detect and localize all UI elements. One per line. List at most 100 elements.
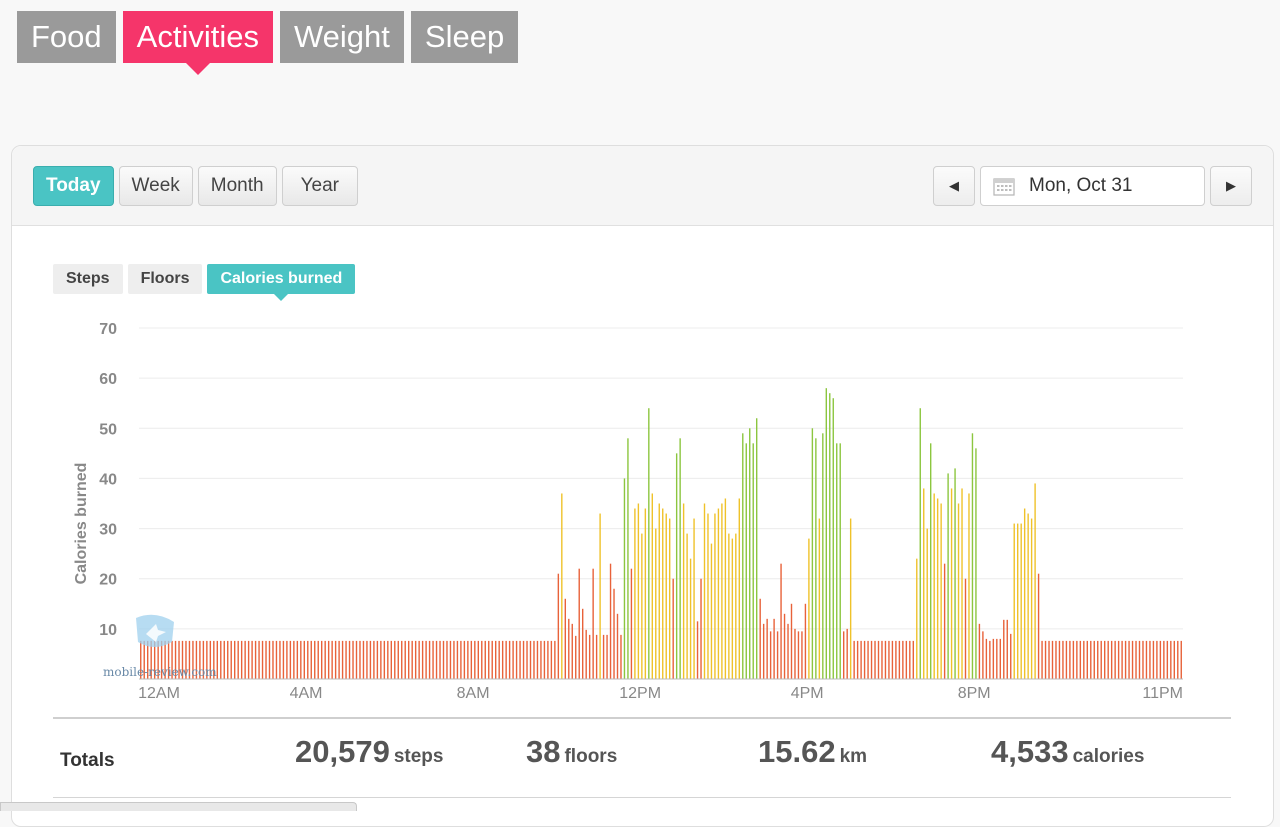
bar	[1027, 513, 1029, 679]
bar	[1048, 640, 1050, 679]
bar	[644, 508, 647, 679]
bar	[856, 640, 859, 679]
bar	[192, 640, 194, 679]
bar	[898, 640, 901, 679]
bar	[759, 598, 761, 679]
bar	[543, 640, 546, 679]
bar	[477, 640, 479, 679]
bar	[338, 640, 340, 679]
bar	[808, 538, 810, 679]
bar	[508, 640, 511, 679]
bar	[877, 640, 880, 679]
bar	[230, 640, 232, 679]
bar	[484, 640, 486, 679]
bar	[870, 640, 873, 679]
bar	[453, 640, 455, 679]
bar	[526, 640, 528, 679]
bar	[1044, 640, 1047, 679]
bar	[682, 503, 685, 679]
bar	[641, 533, 643, 679]
bar	[978, 623, 981, 679]
bar	[665, 513, 667, 679]
total-distance: 15.62 km	[758, 734, 867, 770]
date-label: Mon, Oct 31	[1029, 175, 1133, 196]
bar	[533, 640, 535, 679]
bar	[1041, 640, 1043, 679]
tab-weight[interactable]: Weight	[279, 11, 404, 63]
bar	[933, 493, 935, 679]
bar	[188, 640, 191, 679]
bar	[293, 640, 295, 679]
bar	[425, 640, 427, 679]
x-tick-label: 4PM	[791, 685, 824, 702]
total-distance-unit: km	[839, 746, 868, 767]
bar	[738, 498, 740, 679]
bar	[348, 640, 351, 679]
bar	[916, 558, 918, 679]
bar	[254, 640, 257, 679]
bar	[331, 640, 333, 679]
bar	[992, 638, 995, 679]
metric-tab-calories[interactable]: Calories burned	[207, 264, 356, 301]
bar	[846, 628, 848, 679]
bar	[251, 640, 253, 679]
week-button[interactable]: Week	[118, 166, 193, 206]
month-button[interactable]: Month	[197, 166, 277, 206]
tab-sleep[interactable]: Sleep	[410, 11, 519, 63]
date-field[interactable]: Mon, Oct 31	[980, 166, 1205, 206]
bar	[1076, 640, 1078, 679]
bar	[394, 640, 396, 679]
bar	[599, 513, 601, 679]
year-button[interactable]: Year	[281, 166, 358, 206]
bar	[693, 518, 695, 679]
bar	[536, 640, 539, 679]
bar	[881, 640, 883, 679]
bar	[1006, 619, 1008, 679]
tab-activities[interactable]: Activities	[122, 11, 273, 75]
tab-food[interactable]: Food	[17, 11, 116, 63]
today-button[interactable]: Today	[33, 166, 114, 206]
bar	[923, 488, 925, 679]
bar	[199, 640, 201, 679]
bar	[307, 640, 309, 679]
bar	[634, 508, 636, 679]
bar	[209, 640, 212, 679]
bar	[369, 640, 372, 679]
bar	[1030, 518, 1033, 679]
y-axis-title: Calories burned	[73, 463, 90, 585]
activity-panel: Today Week Month Year ◀ Mon, Oct 31 ▶ St…	[11, 145, 1274, 827]
bar	[216, 640, 218, 679]
bar	[171, 640, 173, 679]
panel-header: Today Week Month Year ◀ Mon, Oct 31 ▶	[12, 146, 1273, 226]
bar	[185, 640, 187, 679]
bar	[971, 433, 974, 679]
bar	[317, 640, 319, 679]
bar	[383, 640, 386, 679]
metric-tab-floors[interactable]: Floors	[127, 264, 203, 294]
bar	[742, 433, 744, 679]
bar	[153, 640, 156, 679]
metric-tab-steps[interactable]: Steps	[53, 264, 123, 294]
bar	[237, 640, 239, 679]
bar	[380, 640, 382, 679]
bar	[613, 588, 615, 679]
bar	[860, 640, 862, 679]
bar	[1065, 640, 1068, 679]
bar	[783, 613, 786, 679]
x-tick-label: 8PM	[958, 685, 991, 702]
bar	[1177, 640, 1179, 679]
bar	[397, 640, 399, 679]
next-date-button[interactable]: ▶	[1210, 166, 1252, 206]
divider	[53, 717, 1231, 719]
bar	[289, 640, 292, 679]
bar	[1083, 640, 1085, 679]
prev-date-button[interactable]: ◀	[933, 166, 975, 206]
bar	[669, 518, 671, 679]
bar	[1110, 640, 1113, 679]
bar	[964, 578, 967, 679]
bar	[1023, 508, 1026, 679]
bar	[895, 640, 897, 679]
bar	[362, 640, 365, 679]
bar	[602, 634, 605, 679]
bar	[1135, 640, 1137, 679]
